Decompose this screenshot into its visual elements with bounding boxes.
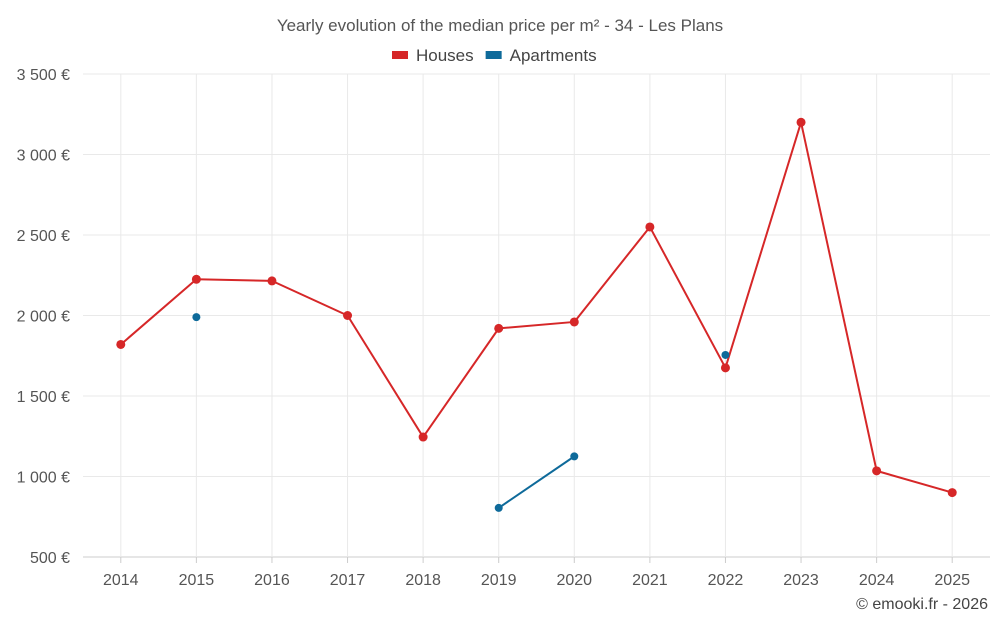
data-point-houses[interactable]: [872, 466, 882, 476]
y-tick-label: 3 000 €: [17, 148, 70, 165]
axis-layer: 500 € 1 000 € 1 500 € 2 000 € 2 500 € 3 000 €…: [17, 67, 970, 589]
legend-label: Apartments: [510, 46, 597, 65]
x-tick-label: 2025: [934, 572, 970, 589]
legend-swatch: [485, 51, 502, 59]
x-tick-label: 2022: [708, 572, 744, 589]
x-tick-label: 2015: [179, 572, 215, 589]
y-tick-label: 2 500 €: [17, 228, 70, 245]
data-point-houses[interactable]: [947, 488, 957, 498]
data-point-houses[interactable]: [116, 339, 126, 349]
data-point-houses[interactable]: [494, 323, 504, 333]
x-tick-label: 2016: [254, 572, 290, 589]
data-point-apartments[interactable]: [494, 503, 503, 512]
data-point-houses[interactable]: [343, 311, 353, 320]
x-tick-label: 2017: [330, 572, 366, 589]
x-tick-label: 2020: [556, 572, 592, 589]
data-point-apartments[interactable]: [721, 350, 730, 359]
series-apartments: [192, 313, 730, 512]
y-tick-label: 1 000 €: [17, 470, 70, 487]
data-point-houses[interactable]: [418, 432, 428, 442]
data-point-houses[interactable]: [720, 363, 730, 373]
data-point-apartments[interactable]: [192, 313, 201, 322]
legend-item-apartments[interactable]: Apartments: [485, 46, 597, 65]
legend-swatch: [392, 51, 408, 59]
data-point-houses[interactable]: [191, 274, 201, 284]
x-tick-label: 2021: [632, 572, 668, 589]
legend: Houses Apartments: [392, 46, 597, 65]
x-tick-label: 2024: [859, 572, 895, 589]
series-line-houses: [120, 121, 953, 494]
series-line-apartments: [498, 455, 575, 509]
y-tick-label: 2 000 €: [17, 309, 70, 326]
copyright-text: © emooki.fr - 2026: [856, 596, 988, 613]
series-layer: [116, 117, 957, 512]
data-point-houses[interactable]: [796, 117, 806, 127]
legend-item-houses[interactable]: Houses: [392, 46, 474, 65]
y-tick-label: 1 500 €: [17, 389, 70, 406]
x-tick-label: 2018: [405, 572, 441, 589]
data-point-houses[interactable]: [645, 222, 655, 232]
data-point-houses[interactable]: [267, 276, 277, 286]
data-point-apartments[interactable]: [570, 452, 579, 461]
x-tick-label: 2023: [783, 572, 819, 589]
series-houses: [116, 117, 957, 498]
y-tick-label: 500 €: [30, 550, 70, 567]
x-tick-label: 2014: [103, 572, 139, 589]
data-point-houses[interactable]: [569, 317, 579, 327]
x-tick-label: 2019: [481, 572, 517, 589]
y-tick-label: 3 500 €: [17, 67, 70, 84]
chart-title: Yearly evolution of the median price per…: [277, 16, 723, 35]
legend-label: Houses: [416, 46, 474, 65]
grid-layer: [83, 73, 990, 558]
